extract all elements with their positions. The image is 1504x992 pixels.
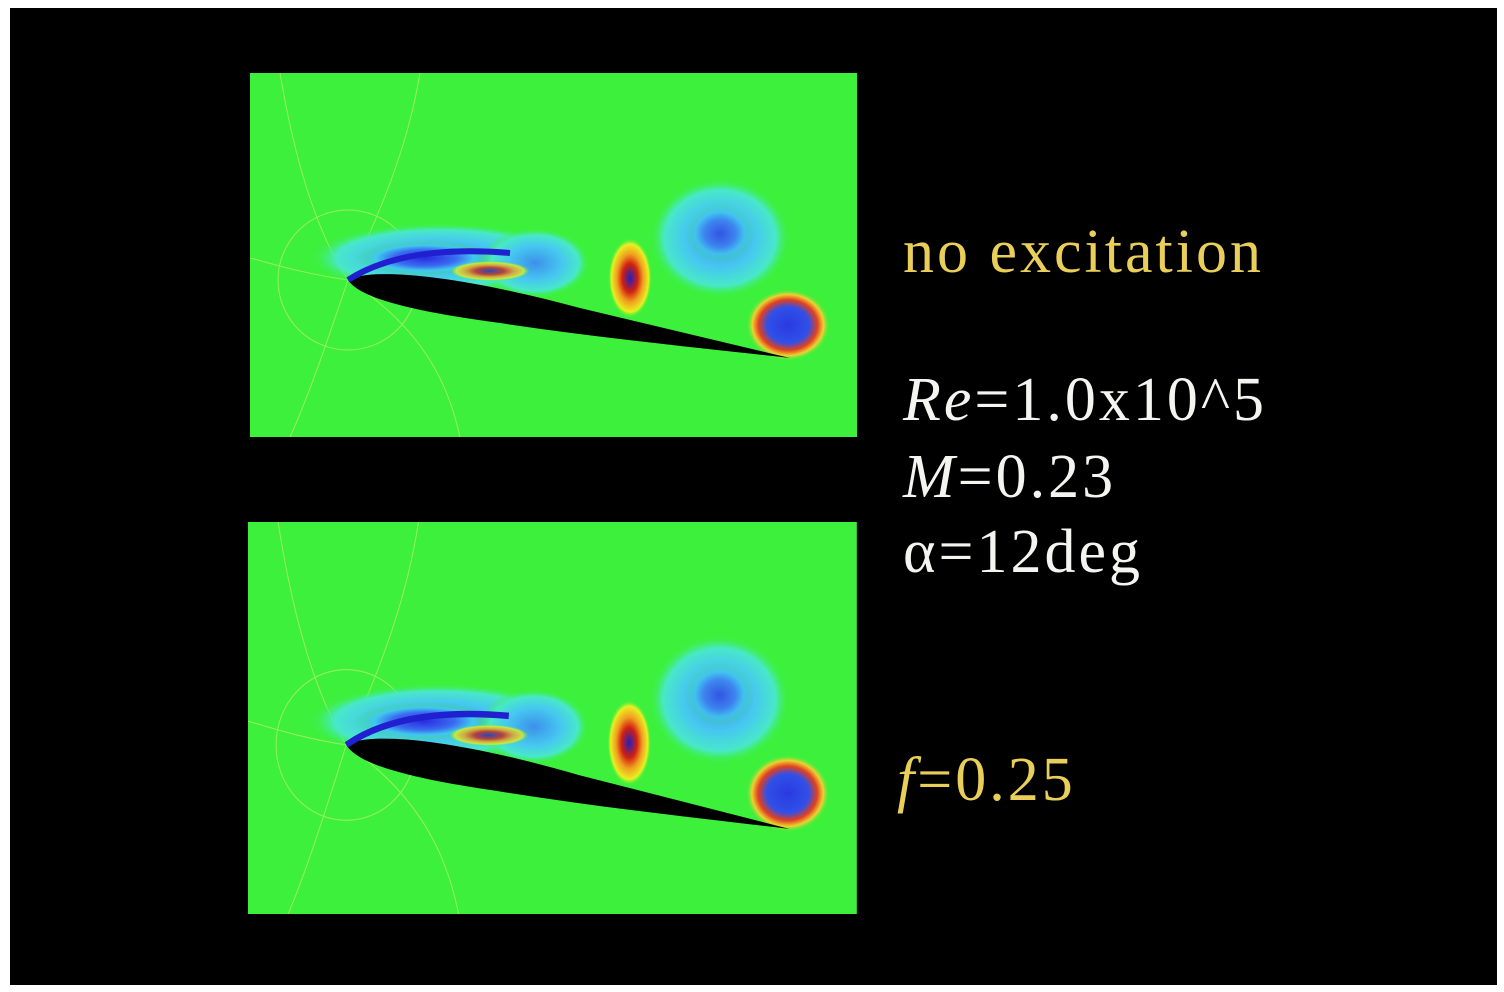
- parameter-value: =12deg: [938, 518, 1142, 586]
- parameter: Re=1.0x10^5: [902, 366, 1267, 434]
- parameter-value: =1.0x10^5: [974, 366, 1267, 434]
- parameter-symbol: Re: [902, 366, 974, 434]
- parameter-symbol: M: [902, 443, 958, 511]
- flow-panel-top: [250, 73, 857, 437]
- forcing-label: f=0.25: [897, 746, 1076, 814]
- flow-field: [248, 522, 857, 914]
- forcing-value: =0.25: [917, 746, 1075, 814]
- forcing-symbol: f: [897, 746, 922, 814]
- condition-label: no excitation: [903, 218, 1264, 286]
- parameter: α=12deg: [903, 518, 1143, 586]
- parameter-value: =0.23: [958, 443, 1116, 511]
- parameter-symbol: α: [903, 518, 938, 586]
- flow-panel-bottom: [248, 522, 857, 914]
- parameter: M=0.23: [902, 443, 1116, 511]
